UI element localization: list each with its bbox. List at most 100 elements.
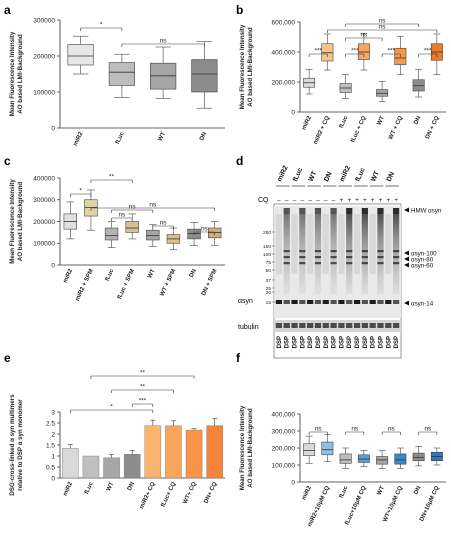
significance-label: ns — [315, 426, 323, 433]
cq-state: – — [308, 197, 312, 204]
multimer-band — [330, 250, 337, 253]
y-tick-label: 0 — [51, 262, 55, 269]
mw-marker: 25 — [266, 286, 272, 292]
y-tick-label: 0.5 — [46, 464, 55, 471]
significance-label: ** — [140, 384, 146, 391]
box — [125, 221, 139, 233]
tubulin-band — [369, 323, 376, 328]
y-tick-label: 3 — [51, 409, 55, 416]
bar — [165, 425, 182, 479]
y-tick-label: 2.5 — [46, 420, 55, 427]
crosslinker-label: DSP — [324, 336, 330, 348]
hmw-band — [377, 208, 384, 214]
y-axis-label: AO based LMI-Background — [247, 408, 254, 488]
crosslinker-label: DSP — [339, 336, 345, 348]
x-tick-label: fLuc+10μM CQ — [344, 485, 367, 526]
significance-label: ns — [351, 426, 359, 433]
significance-label: ns — [379, 24, 387, 31]
crosslinker-label: DSP — [371, 336, 377, 348]
y-tick-label: 0 — [51, 125, 55, 132]
y-axis-label: AO based LMI-Background — [17, 34, 24, 114]
x-tick-label: miR2 + CQ — [313, 115, 331, 145]
crosslinker-label: DSP — [293, 336, 299, 348]
crosslinker-label: DSP — [316, 336, 322, 348]
background-smear — [369, 214, 376, 274]
cq-state: – — [301, 197, 305, 204]
tubulin-band — [299, 323, 306, 328]
significance-label: *** — [387, 48, 395, 55]
sample-label: WT — [370, 170, 381, 183]
box — [357, 454, 370, 463]
monomer-band — [392, 300, 400, 304]
monomer-band — [299, 300, 306, 304]
monomer-band — [369, 300, 376, 304]
multimer-band — [330, 262, 337, 265]
significance-label: * — [79, 188, 82, 195]
mw-marker: 20 — [266, 290, 272, 296]
crosslinker-label: DSP — [277, 336, 283, 348]
crosslinker-label: DSP — [378, 336, 384, 348]
multimer-band — [330, 256, 337, 259]
significance-label: *** — [351, 48, 359, 55]
y-tick-label: 2 — [51, 431, 55, 438]
tubulin-band — [346, 323, 353, 328]
tubulin-band — [275, 323, 283, 328]
significance-label: *** — [314, 48, 322, 55]
y-axis-label: Mean Fluorescence Intensity — [239, 405, 246, 490]
multimer-band — [346, 250, 353, 253]
significance-label: * — [100, 22, 103, 29]
box — [376, 456, 389, 465]
y-axis-label: Mean Fluorescence Intensity — [9, 179, 16, 264]
y-tick-label: 0 — [291, 109, 295, 116]
x-tick-label: miR2 — [73, 131, 85, 147]
box — [146, 229, 160, 241]
x-tick-label: DN — [127, 481, 136, 491]
mw-marker: 100 — [263, 252, 271, 258]
x-tick-label: miR2 — [301, 115, 313, 131]
bar — [103, 457, 120, 479]
crosslinker-label: DSP — [308, 336, 314, 348]
multimer-band — [314, 250, 322, 253]
panel-letter-a: a — [4, 3, 11, 17]
multimer-band — [299, 262, 306, 265]
x-tick-label: WT + CQ — [388, 115, 404, 141]
panel-letter-e: e — [4, 351, 11, 365]
x-tick-label: WT — [377, 115, 387, 126]
crosslinker-label: DSP — [355, 336, 361, 348]
hmw-band — [330, 208, 337, 214]
monomer-band — [291, 300, 298, 304]
x-tick-label: WT — [377, 485, 387, 496]
sample-label: WT — [308, 170, 319, 183]
y-tick-label: 200,000 — [272, 445, 296, 452]
bar — [62, 448, 79, 479]
multimer-band — [283, 262, 290, 265]
box — [303, 443, 316, 456]
significance-label: ns — [201, 226, 209, 233]
x-tick-label: miR2 — [301, 485, 313, 501]
bar — [144, 425, 162, 479]
x-tick-label: DN — [199, 131, 208, 141]
monomer-band — [377, 300, 384, 304]
significance-label: ** — [140, 370, 146, 377]
x-tick-label: WT+ CQ — [183, 481, 199, 505]
monomer-band — [283, 300, 290, 304]
sample-label: fLuc — [292, 167, 305, 183]
x-tick-label: DN+ CQ — [203, 481, 218, 505]
hmw-band — [346, 208, 353, 214]
tubulin-bands — [275, 323, 400, 328]
panel-e-chart: 0 0.5 1 1.5 2 2.5 3 DSG-cross-linked α syn mult… — [9, 370, 225, 510]
box — [67, 44, 94, 66]
mw-marker: 150 — [263, 244, 271, 250]
background-smear — [338, 214, 345, 274]
y-tick-label: 200000 — [33, 219, 55, 226]
box — [412, 452, 425, 462]
x-tick-label: DN — [413, 485, 422, 495]
significance-label: ns — [424, 426, 432, 433]
multimer-smear — [361, 214, 368, 294]
cq-state: + — [347, 197, 351, 204]
y-tick-label: 1.5 — [46, 442, 55, 449]
tubulin-band — [307, 323, 314, 328]
monomer-band — [346, 300, 353, 304]
tubulin-band — [377, 323, 384, 328]
band-arrow — [404, 207, 409, 213]
